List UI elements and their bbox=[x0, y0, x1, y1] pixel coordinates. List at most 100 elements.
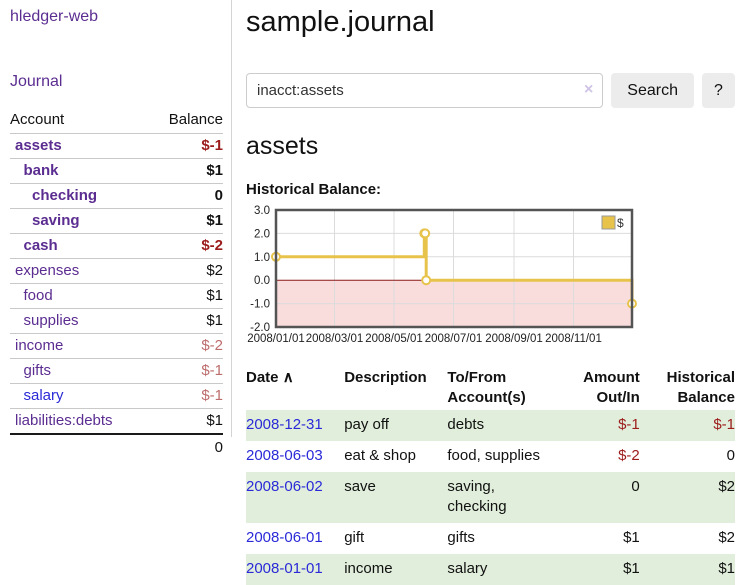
date-link[interactable]: 2008-06-01 bbox=[246, 529, 323, 546]
register-date-cell: 2008-06-01 bbox=[246, 523, 344, 554]
account-link[interactable]: food bbox=[23, 287, 53, 304]
svg-text:-1.0: -1.0 bbox=[250, 299, 270, 311]
svg-text:2008/07/01: 2008/07/01 bbox=[425, 333, 483, 345]
search-form: × Search ? bbox=[246, 73, 735, 108]
accounts-table: Account Balance assets $-1 bank $1 check… bbox=[10, 108, 223, 460]
app-title-link[interactable]: hledger-web bbox=[10, 8, 99, 25]
clear-search-icon[interactable]: × bbox=[583, 81, 594, 98]
register-header-date-label: Date bbox=[246, 369, 279, 386]
help-button[interactable]: ? bbox=[702, 73, 735, 108]
account-link[interactable]: gifts bbox=[23, 362, 52, 379]
sidebar-item-journal[interactable]: Journal bbox=[10, 73, 63, 90]
account-cell: gifts bbox=[10, 358, 150, 384]
register-row: 2008-06-02 save saving, checking 0 $2 bbox=[246, 472, 735, 523]
account-link[interactable]: salary bbox=[23, 387, 64, 404]
account-cell: salary bbox=[10, 383, 150, 409]
account-row: gifts $-1 bbox=[10, 358, 223, 384]
account-cell: checking bbox=[10, 183, 150, 209]
svg-text:$: $ bbox=[617, 216, 624, 230]
account-balance: $-1 bbox=[149, 358, 223, 384]
register-date-cell: 2008-06-02 bbox=[246, 472, 344, 523]
account-balance: $1 bbox=[149, 308, 223, 334]
register-date-cell: 2008-12-31 bbox=[246, 410, 344, 441]
date-link[interactable]: 2008-06-02 bbox=[246, 478, 323, 495]
accounts-total-spacer bbox=[10, 433, 150, 460]
register-row: 2008-06-03 eat & shop food, supplies $-2… bbox=[246, 441, 735, 472]
register-amount-cell: $1 bbox=[623, 560, 640, 577]
account-link[interactable]: expenses bbox=[15, 262, 80, 279]
register-description-cell: pay off bbox=[344, 416, 389, 433]
sort-asc-icon[interactable]: ∧ bbox=[282, 369, 294, 386]
date-link[interactable]: 2008-06-03 bbox=[246, 447, 323, 464]
account-cell: food bbox=[10, 283, 150, 309]
accounts-header-row: Account Balance bbox=[10, 108, 223, 134]
register-balance-cell: $1 bbox=[718, 560, 735, 577]
account-row: liabilities:debts $1 bbox=[10, 409, 223, 435]
account-link[interactable]: income bbox=[15, 337, 64, 354]
account-row: cash $-2 bbox=[10, 233, 223, 259]
register-accounts-cell: salary bbox=[447, 560, 488, 577]
account-link[interactable]: checking bbox=[32, 187, 98, 204]
register-accounts-cell: saving, checking bbox=[447, 478, 507, 515]
date-link[interactable]: 2008-12-31 bbox=[246, 416, 323, 433]
register-header-balance: Historical Balance bbox=[666, 369, 735, 406]
svg-text:2.0: 2.0 bbox=[254, 228, 270, 240]
account-balance: $2 bbox=[149, 258, 223, 284]
register-description-cell: eat & shop bbox=[344, 447, 416, 464]
svg-text:2008/03/01: 2008/03/01 bbox=[306, 333, 364, 345]
account-link[interactable]: cash bbox=[23, 237, 58, 254]
register-header-accounts: To/From Account(s) bbox=[447, 369, 526, 406]
svg-text:1.0: 1.0 bbox=[254, 252, 270, 264]
register-accounts-cell: gifts bbox=[447, 529, 475, 546]
register-row: 2008-06-01 gift gifts $1 $2 bbox=[246, 523, 735, 554]
register-amount-cell: $-1 bbox=[618, 416, 640, 433]
account-row: food $1 bbox=[10, 283, 223, 309]
register-description-cell: gift bbox=[344, 529, 365, 546]
search-button[interactable]: Search bbox=[611, 73, 694, 108]
svg-text:3.0: 3.0 bbox=[254, 205, 270, 217]
account-link[interactable]: supplies bbox=[23, 312, 79, 329]
search-input[interactable] bbox=[246, 73, 604, 108]
register-balance-cell: 0 bbox=[726, 447, 735, 464]
register-header-description: Description bbox=[344, 369, 427, 386]
account-row: saving $1 bbox=[10, 208, 223, 234]
register-accounts-cell: debts bbox=[447, 416, 485, 433]
search-box: × bbox=[246, 73, 604, 108]
accounts-header-balance: Balance bbox=[149, 108, 223, 134]
account-row: bank $1 bbox=[10, 158, 223, 184]
register-balance-cell: $2 bbox=[718, 478, 735, 495]
account-cell: liabilities:debts bbox=[10, 409, 149, 435]
account-cell: income bbox=[10, 333, 150, 359]
page-title: sample.journal bbox=[246, 6, 435, 38]
account-link[interactable]: saving bbox=[32, 212, 80, 229]
accounts-total-row: 0 bbox=[10, 433, 223, 460]
register-row: 2008-01-01 income salary $1 $1 bbox=[246, 554, 735, 585]
svg-text:2008/11/01: 2008/11/01 bbox=[545, 333, 602, 345]
accounts-total-value: 0 bbox=[149, 433, 223, 460]
sidebar: hledger-web Journal Account Balance asse… bbox=[0, 0, 232, 460]
account-balance: $-2 bbox=[149, 233, 223, 259]
svg-text:-2.0: -2.0 bbox=[250, 322, 270, 334]
register-amount-cell: $-2 bbox=[618, 447, 640, 464]
register-header-date[interactable]: Date ∧ bbox=[246, 366, 344, 410]
account-row: salary $-1 bbox=[10, 383, 223, 409]
account-row: assets $-1 bbox=[10, 133, 223, 159]
svg-text:2008/09/01: 2008/09/01 bbox=[485, 333, 543, 345]
account-link[interactable]: assets bbox=[15, 137, 62, 154]
date-link[interactable]: 2008-01-01 bbox=[246, 560, 323, 577]
accounts-header-account: Account bbox=[10, 108, 150, 134]
account-link[interactable]: bank bbox=[23, 162, 59, 179]
register-date-cell: 2008-06-03 bbox=[246, 441, 344, 472]
account-row: income $-2 bbox=[10, 333, 223, 359]
register-amount-cell: $1 bbox=[623, 529, 640, 546]
svg-text:0.0: 0.0 bbox=[254, 275, 270, 287]
account-heading: assets bbox=[246, 132, 319, 160]
main-content: sample.journal × Search ? assets Histori… bbox=[232, 0, 742, 585]
account-link[interactable]: liabilities:debts bbox=[15, 412, 113, 429]
register-balance-cell: $-1 bbox=[713, 416, 735, 433]
register-header-row: Date ∧ Description To/From Account(s) Am… bbox=[246, 366, 735, 410]
svg-text:2008/05/01: 2008/05/01 bbox=[365, 333, 423, 345]
account-balance: $1 bbox=[206, 412, 223, 429]
account-balance: $1 bbox=[149, 283, 223, 309]
